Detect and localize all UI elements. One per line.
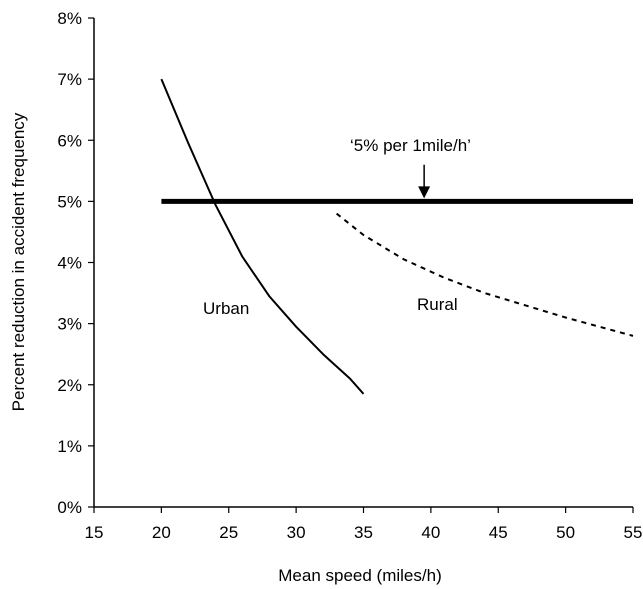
x-tick-label: 30: [287, 523, 306, 542]
y-tick-label: 5%: [57, 192, 82, 211]
y-tick-label: 4%: [57, 254, 82, 273]
urban-label: Urban: [203, 299, 249, 318]
series-layer: [160, 78, 634, 395]
y-tick-label: 8%: [57, 9, 82, 28]
y-tick-label: 0%: [57, 498, 82, 517]
rural-curve: [335, 212, 634, 337]
rule-label: ‘5% per 1mile/h’: [350, 136, 471, 155]
x-axis-label: Mean speed (miles/h): [278, 566, 441, 585]
tick-marks: 15 20 25 30 35 40 45 50 55 0% 1% 2% 3% 4% 5% 6% 7% 8%: [57, 9, 642, 542]
x-tick-label: 35: [354, 523, 373, 542]
x-tick-label: 40: [421, 523, 440, 542]
y-tick-label: 1%: [57, 437, 82, 456]
x-tick-label: 20: [152, 523, 171, 542]
urban-curve: [160, 78, 365, 395]
annotations-layer: Urban Rural ‘5% per 1mile/h’: [203, 136, 471, 318]
x-tick-label: 50: [556, 523, 575, 542]
y-axis-label: Percent reduction in accident frequency: [9, 112, 28, 411]
x-tick-label: 15: [85, 523, 104, 542]
y-tick-label: 7%: [57, 70, 82, 89]
x-tick-label: 55: [624, 523, 643, 542]
arrow-head-icon: [418, 186, 431, 199]
y-tick-label: 6%: [57, 131, 82, 150]
y-tick-label: 3%: [57, 315, 82, 334]
x-tick-label: 45: [489, 523, 508, 542]
x-tick-label: 25: [219, 523, 238, 542]
axes: [93, 18, 633, 508]
rural-label: Rural: [417, 295, 458, 314]
y-tick-label: 2%: [57, 376, 82, 395]
